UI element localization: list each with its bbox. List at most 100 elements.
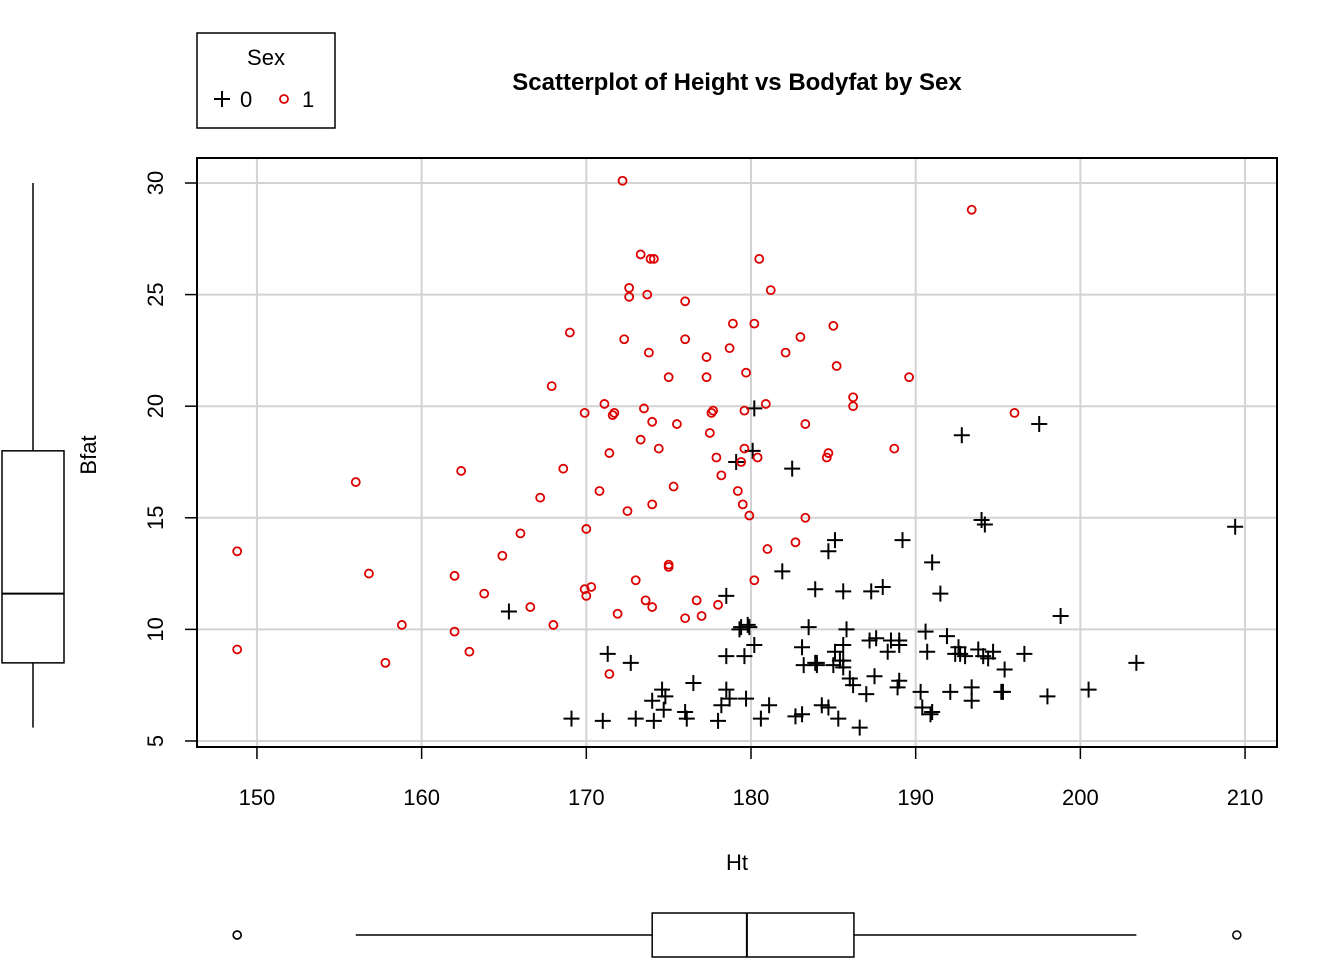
x-tick-label: 190: [897, 785, 934, 810]
point: [749, 318, 760, 329]
legend-label: 1: [302, 87, 314, 112]
point: [515, 528, 526, 539]
point: [938, 628, 955, 645]
point: [732, 486, 743, 496]
point: [879, 643, 896, 660]
point: [848, 392, 859, 403]
point: [727, 318, 738, 329]
point: [826, 532, 843, 549]
point: [904, 372, 914, 383]
point: [739, 443, 750, 454]
point: [914, 699, 931, 716]
point: [790, 537, 801, 548]
point: [774, 563, 791, 580]
outlier: [1232, 930, 1242, 940]
point: [548, 620, 559, 630]
point: [807, 654, 824, 671]
point: [917, 623, 934, 640]
point: [845, 677, 862, 694]
point: [704, 428, 715, 438]
point: [761, 697, 778, 714]
point: [800, 619, 817, 636]
point: [619, 334, 630, 345]
point: [985, 643, 1002, 660]
point: [924, 554, 941, 571]
point: [1031, 416, 1048, 433]
point: [718, 648, 735, 665]
point: [744, 510, 755, 521]
point: [380, 657, 391, 668]
point: [894, 532, 911, 549]
box: [1, 450, 65, 664]
point: [800, 419, 811, 429]
point: [1039, 688, 1056, 705]
point: [721, 690, 738, 707]
point: [942, 683, 959, 700]
point: [932, 585, 949, 602]
point: [863, 583, 880, 600]
x-axis-label: Ht: [726, 850, 748, 875]
point: [966, 204, 977, 215]
point: [655, 701, 672, 718]
point: [953, 427, 970, 444]
point: [1128, 654, 1145, 671]
point: [826, 643, 843, 660]
point: [500, 603, 517, 620]
point: [746, 400, 763, 417]
point: [232, 546, 243, 557]
point: [889, 443, 900, 454]
point: [479, 588, 490, 599]
point: [807, 581, 824, 598]
point: [746, 637, 763, 654]
point: [828, 320, 839, 331]
point: [820, 543, 837, 560]
legend-label: 0: [240, 87, 252, 112]
point: [737, 499, 748, 510]
point: [741, 367, 751, 378]
box: [651, 912, 855, 958]
point: [609, 407, 620, 418]
y-tick-label: 20: [143, 394, 168, 418]
point: [820, 699, 837, 716]
point: [617, 175, 628, 186]
x-tick-label: 150: [239, 785, 276, 810]
point: [624, 291, 635, 302]
point: [973, 512, 990, 529]
point: [835, 637, 852, 654]
point: [604, 448, 615, 458]
point: [813, 697, 830, 714]
point: [780, 347, 791, 358]
point: [891, 672, 908, 689]
point: [861, 632, 878, 649]
point: [645, 712, 662, 729]
legend-box: [196, 32, 336, 129]
point: [546, 381, 557, 392]
point: [581, 590, 592, 601]
point: [731, 621, 748, 638]
point: [823, 448, 834, 458]
y-tick-label: 5: [143, 735, 168, 747]
point: [564, 327, 575, 338]
point: [891, 637, 908, 654]
point: [866, 668, 883, 685]
point: [640, 595, 651, 606]
legend-title: Sex: [247, 45, 285, 70]
point: [680, 296, 691, 307]
point: [795, 332, 806, 342]
y-tick-label: 30: [143, 171, 168, 195]
y-tick-label: 25: [143, 282, 168, 306]
point: [678, 710, 695, 727]
y-axis-label: Bfat: [76, 435, 101, 474]
point: [680, 334, 691, 345]
point: [663, 561, 674, 572]
point: [711, 452, 722, 463]
x-tick-label: 210: [1227, 785, 1264, 810]
point: [794, 706, 811, 723]
outlier: [232, 930, 242, 940]
point: [622, 654, 639, 671]
point: [701, 372, 712, 383]
point: [647, 416, 658, 427]
point: [563, 710, 580, 727]
point: [838, 621, 855, 638]
point: [718, 681, 735, 698]
